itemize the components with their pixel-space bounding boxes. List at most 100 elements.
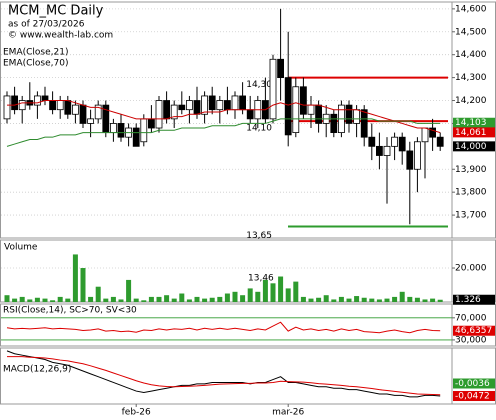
candle-body: [345, 104, 353, 124]
bar: [19, 296, 25, 302]
bar: [34, 297, 40, 302]
candle-body: [178, 104, 186, 111]
annotation: 13,46: [248, 274, 274, 284]
bar: [323, 295, 329, 302]
candle-body: [269, 58, 277, 120]
candle-body: [246, 109, 254, 120]
bar: [430, 298, 436, 302]
candle-body: [284, 77, 292, 136]
candle-body: [49, 100, 56, 111]
y-tick-label: 14,400: [455, 50, 487, 60]
candle-body: [360, 109, 368, 138]
candle-body: [239, 95, 247, 111]
candle-body: [216, 100, 224, 111]
bar: [118, 299, 124, 302]
bar: [331, 299, 337, 302]
last-value-label: -0,0036: [455, 379, 490, 389]
bar: [42, 298, 48, 302]
bar: [171, 298, 177, 302]
subtitle: as of 27/03/2026: [8, 20, 85, 30]
last-value-box: [453, 391, 495, 402]
candle-body: [429, 127, 437, 138]
bar: [110, 296, 116, 302]
last-value-box: [453, 294, 495, 305]
candle-body: [117, 123, 125, 138]
candle-body: [140, 118, 148, 143]
legend-entry: EMA(Close,70): [3, 59, 68, 69]
bar: [293, 281, 299, 302]
bar: [384, 298, 390, 302]
last-value-box: [453, 325, 495, 336]
y-tick-label: 14,500: [455, 27, 487, 37]
bar: [80, 268, 86, 302]
candle-body: [375, 145, 383, 156]
candle-body: [163, 100, 171, 120]
y-tick-label: 30,000: [455, 335, 487, 345]
candle-body: [391, 136, 399, 147]
bar: [270, 283, 276, 302]
bar: [361, 297, 367, 302]
bar: [50, 300, 56, 302]
candle-body: [132, 127, 140, 147]
y-tick-label: 13,700: [455, 211, 487, 221]
bar: [414, 297, 420, 302]
bar: [346, 298, 352, 302]
candle-body: [56, 100, 64, 111]
candle-body: [421, 127, 429, 143]
candle-body: [193, 100, 201, 115]
candle-body: [110, 123, 117, 134]
candle-body: [315, 104, 323, 124]
candle-body: [72, 104, 79, 115]
bar: [95, 286, 101, 302]
chart-title: MCM_MC Daily: [8, 4, 104, 19]
y-tick-label: 20.000: [455, 264, 487, 274]
candle-body: [231, 95, 239, 111]
bar: [278, 276, 284, 302]
bar: [308, 298, 314, 302]
last-value-box: [453, 117, 495, 128]
bar: [376, 299, 382, 302]
candle-body: [406, 150, 414, 170]
candle-body: [436, 136, 444, 147]
level-label: 13,65: [246, 231, 272, 241]
last-value-label: 14,000: [455, 142, 487, 152]
bar: [354, 296, 360, 302]
bar: [148, 296, 154, 302]
last-value-box: [453, 378, 495, 389]
y-tick-label: 14,300: [455, 73, 487, 83]
series-line: [6, 118, 441, 147]
last-value-label: 46,6357: [455, 326, 492, 336]
candle-body: [147, 118, 155, 129]
bar: [437, 299, 443, 302]
bar: [316, 297, 322, 302]
candle-body: [277, 58, 285, 79]
bar: [141, 300, 147, 302]
bar: [65, 298, 71, 302]
bar: [209, 297, 215, 302]
bar: [407, 296, 413, 302]
bar: [179, 293, 185, 302]
bar: [4, 295, 10, 302]
bar: [262, 279, 268, 302]
candle-body: [330, 113, 338, 134]
bar: [72, 254, 78, 302]
last-value-label: 1.326: [455, 295, 481, 305]
last-value-box: [453, 127, 495, 138]
panel-title: Volume: [4, 243, 38, 253]
series-line: [6, 350, 441, 398]
candle-body: [41, 95, 49, 101]
candle-body: [64, 100, 72, 115]
candle-body: [34, 95, 41, 106]
bar: [202, 298, 208, 302]
bar: [285, 288, 291, 302]
bar: [338, 296, 344, 302]
bar: [126, 279, 132, 302]
candle-body: [398, 136, 406, 152]
bar: [224, 293, 230, 302]
bar: [164, 295, 170, 302]
candle-body: [368, 136, 376, 147]
series-line: [7, 100, 441, 134]
y-tick-label: 70,000: [455, 313, 487, 323]
